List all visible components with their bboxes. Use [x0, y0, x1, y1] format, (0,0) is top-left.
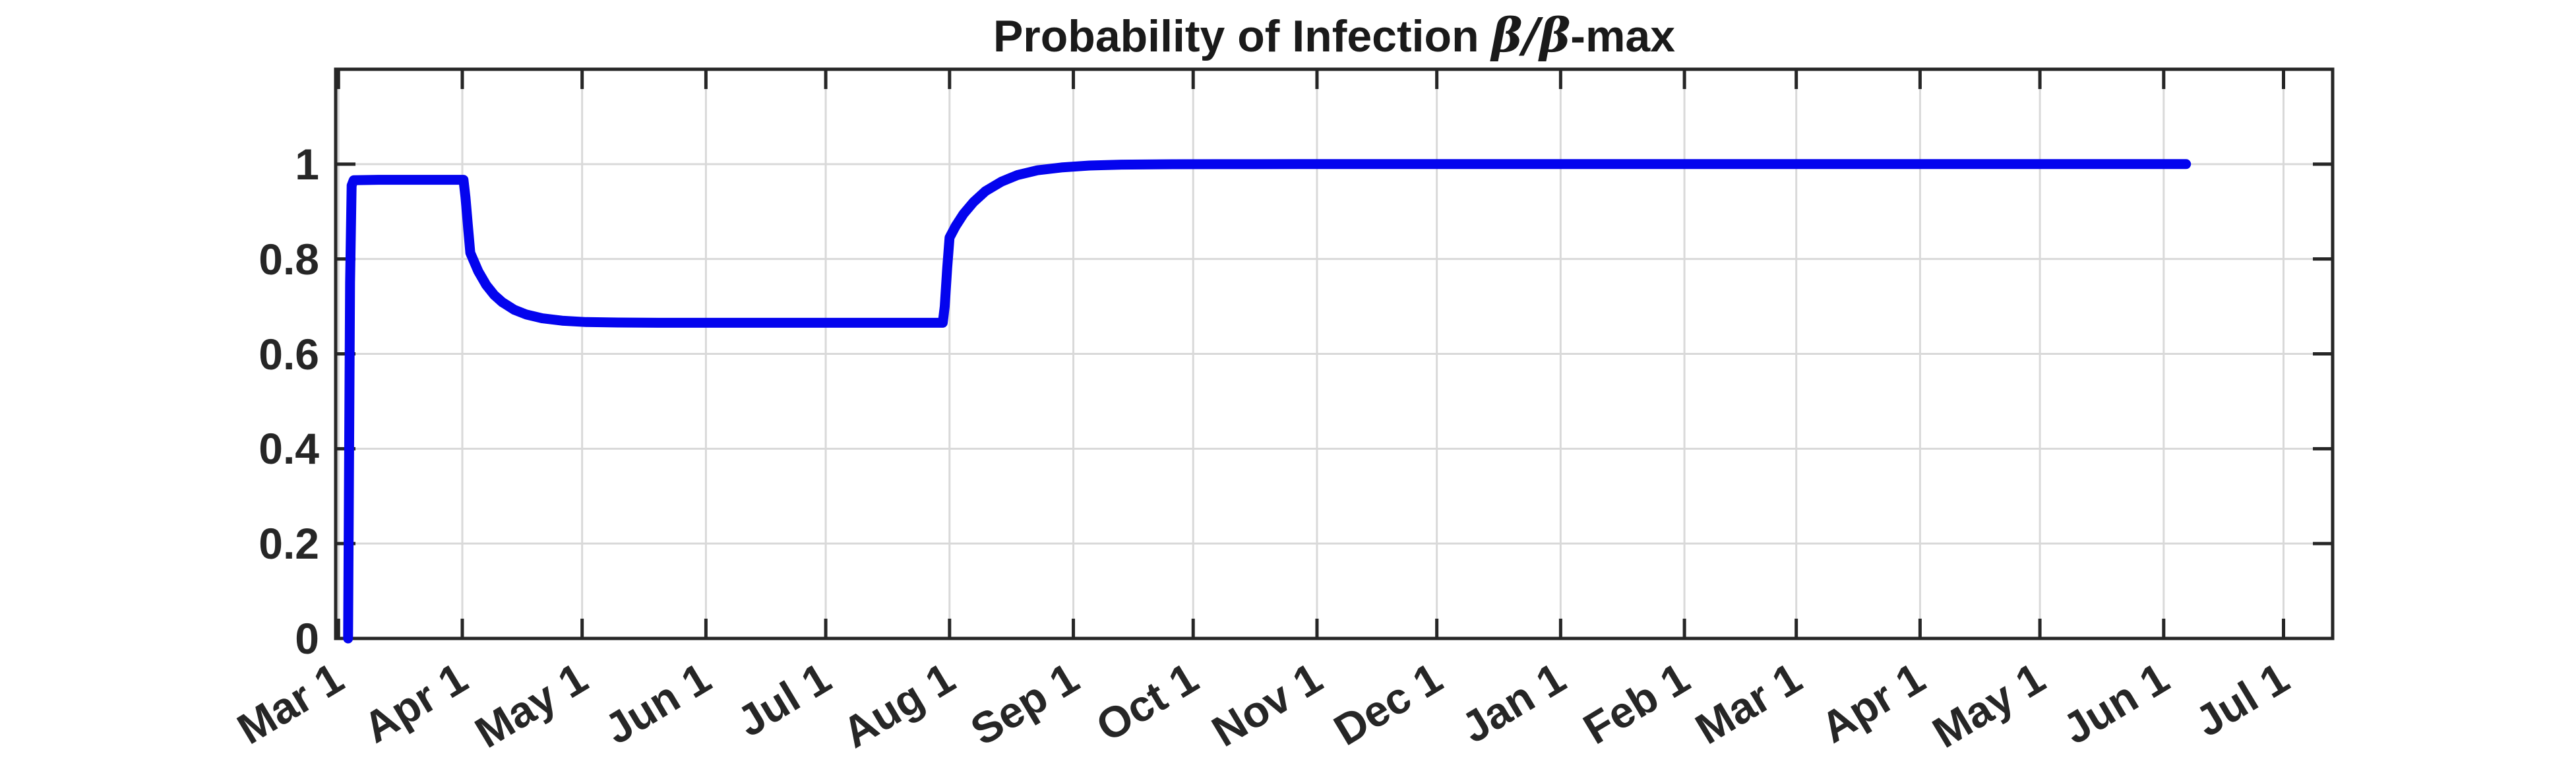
title-greek-segment: β	[1491, 8, 1523, 63]
y-tick-label: 0	[295, 614, 319, 663]
title-text-segment: Probability of Infection	[993, 11, 1492, 61]
chart-title: Probability of Infection β/β-max	[336, 5, 2333, 66]
y-tick-label: 0.4	[259, 424, 319, 474]
series-line-beta-over-beta-max	[343, 159, 2192, 644]
title-text-segment: -max	[1570, 11, 1676, 61]
axes-box	[334, 67, 2335, 640]
y-tick-label: 0.2	[259, 519, 319, 569]
y-tick-label: 0.8	[259, 234, 319, 284]
title-greek-segment: β	[1539, 8, 1571, 63]
y-tick-label: 1	[295, 139, 319, 189]
y-tick-label: 0.6	[259, 329, 319, 379]
title-greek-segment: /	[1522, 8, 1540, 63]
